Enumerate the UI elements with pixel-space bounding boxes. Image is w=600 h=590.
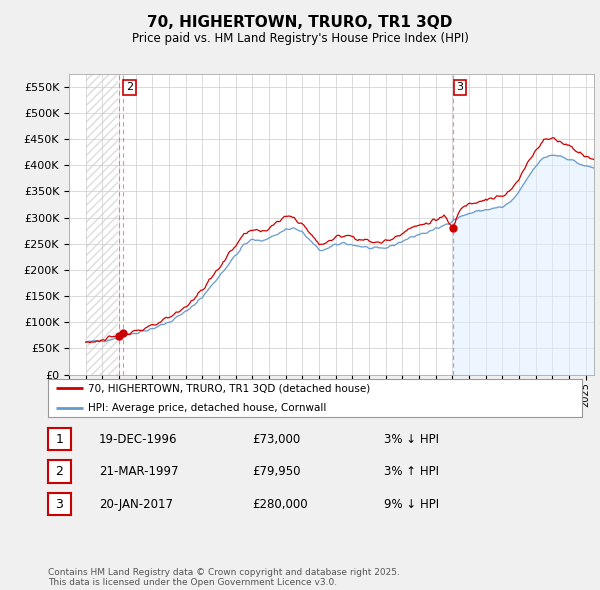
- Text: Price paid vs. HM Land Registry's House Price Index (HPI): Price paid vs. HM Land Registry's House …: [131, 32, 469, 45]
- Text: Contains HM Land Registry data © Crown copyright and database right 2025.
This d: Contains HM Land Registry data © Crown c…: [48, 568, 400, 587]
- Text: £79,950: £79,950: [252, 465, 301, 478]
- Text: 2: 2: [55, 465, 64, 478]
- Text: 70, HIGHERTOWN, TRURO, TR1 3QD: 70, HIGHERTOWN, TRURO, TR1 3QD: [148, 15, 452, 30]
- Text: 9% ↓ HPI: 9% ↓ HPI: [384, 497, 439, 511]
- Text: HPI: Average price, detached house, Cornwall: HPI: Average price, detached house, Corn…: [88, 402, 326, 412]
- Text: 1: 1: [55, 432, 64, 446]
- Text: 70, HIGHERTOWN, TRURO, TR1 3QD (detached house): 70, HIGHERTOWN, TRURO, TR1 3QD (detached…: [88, 384, 370, 394]
- Text: 2: 2: [126, 82, 133, 92]
- Text: 20-JAN-2017: 20-JAN-2017: [99, 497, 173, 511]
- Text: 3% ↓ HPI: 3% ↓ HPI: [384, 432, 439, 446]
- Text: 21-MAR-1997: 21-MAR-1997: [99, 465, 179, 478]
- Text: £280,000: £280,000: [252, 497, 308, 511]
- Text: 3: 3: [457, 82, 464, 92]
- Text: 3% ↑ HPI: 3% ↑ HPI: [384, 465, 439, 478]
- Text: 3: 3: [55, 497, 64, 511]
- Text: 19-DEC-1996: 19-DEC-1996: [99, 432, 178, 446]
- Text: £73,000: £73,000: [252, 432, 300, 446]
